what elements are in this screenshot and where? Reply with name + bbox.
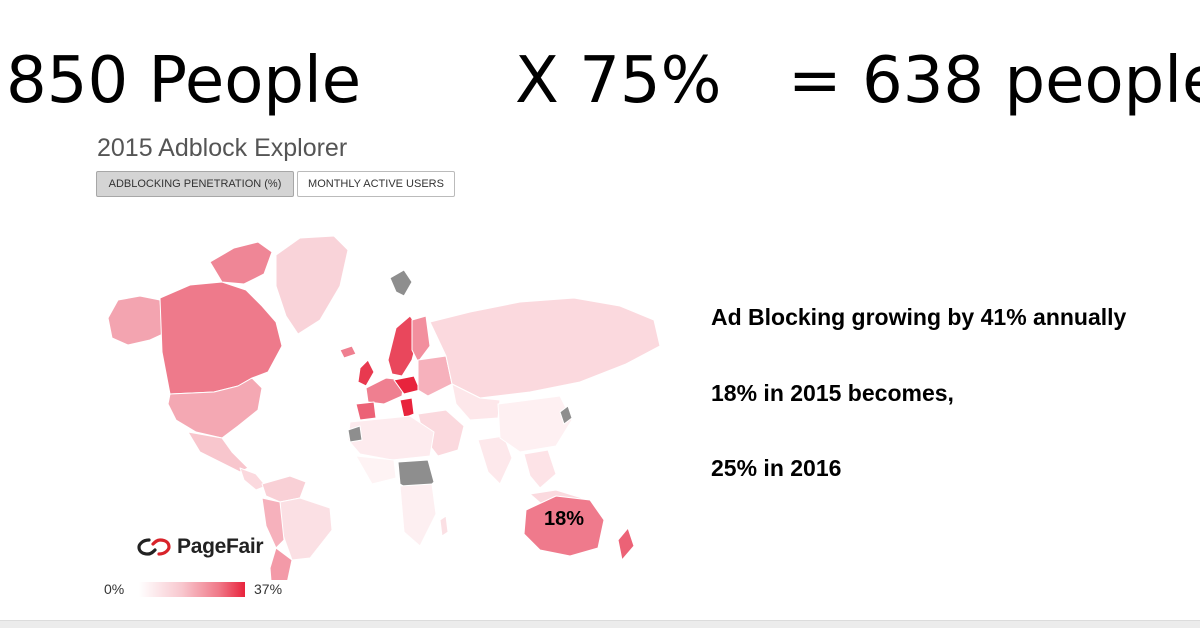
legend-max-label: 37% <box>254 581 283 597</box>
region-peru-bolivia <box>261 497 285 549</box>
region-central-america <box>239 467 267 491</box>
region-alaska <box>107 295 164 346</box>
region-usa <box>167 377 263 439</box>
region-balkans <box>399 397 415 419</box>
note-2016-rate: 25% in 2016 <box>711 455 842 481</box>
region-kazakhstan <box>451 383 501 421</box>
pagefair-logo-icon <box>137 538 171 556</box>
region-japan-korea <box>559 405 573 425</box>
region-new-zealand <box>617 527 635 561</box>
tab-adblocking-penetration[interactable]: ADBLOCKING PENETRATION (%) <box>96 171 294 197</box>
region-western-europe <box>365 377 405 405</box>
pagefair-logo: PageFair <box>137 530 264 564</box>
region-greenland <box>275 235 349 335</box>
region-uk <box>357 359 375 387</box>
region-svalbard <box>389 269 413 297</box>
world-map: 18% <box>107 235 661 580</box>
region-brazil <box>279 497 333 561</box>
headline-result: = 638 people <box>788 44 1200 118</box>
headline-people-count: 850 People <box>6 44 362 118</box>
region-russia <box>429 297 661 399</box>
region-australia <box>523 495 605 557</box>
region-west-africa <box>355 455 397 485</box>
region-eastern-europe <box>417 355 453 397</box>
explorer-title: 2015 Adblock Explorer <box>97 134 348 162</box>
region-southern-africa <box>399 483 437 547</box>
australia-annotation: 18% <box>544 508 584 530</box>
region-canada-arctic <box>209 241 273 285</box>
region-southeast-asia <box>523 449 557 489</box>
region-mexico <box>187 431 249 473</box>
bottom-divider <box>0 620 1200 628</box>
region-china <box>497 395 573 453</box>
region-finland <box>411 315 431 363</box>
region-iceland <box>339 345 357 359</box>
headline-multiplier: X 75% <box>515 44 722 118</box>
region-morocco-dark <box>347 425 363 443</box>
note-annual-growth: Ad Blocking growing by 41% annually <box>711 304 1127 330</box>
region-madagascar <box>439 515 449 537</box>
legend-min-label: 0% <box>104 581 125 597</box>
note-2015-rate: 18% in 2015 becomes, <box>711 380 954 406</box>
region-canada <box>159 281 283 395</box>
region-iberia <box>355 401 377 421</box>
tab-monthly-active-users[interactable]: MONTHLY ACTIVE USERS <box>297 171 455 197</box>
pagefair-logo-text: PageFair <box>177 535 264 558</box>
region-argentina-chile <box>269 547 293 580</box>
legend-gradient-bar <box>139 582 245 597</box>
